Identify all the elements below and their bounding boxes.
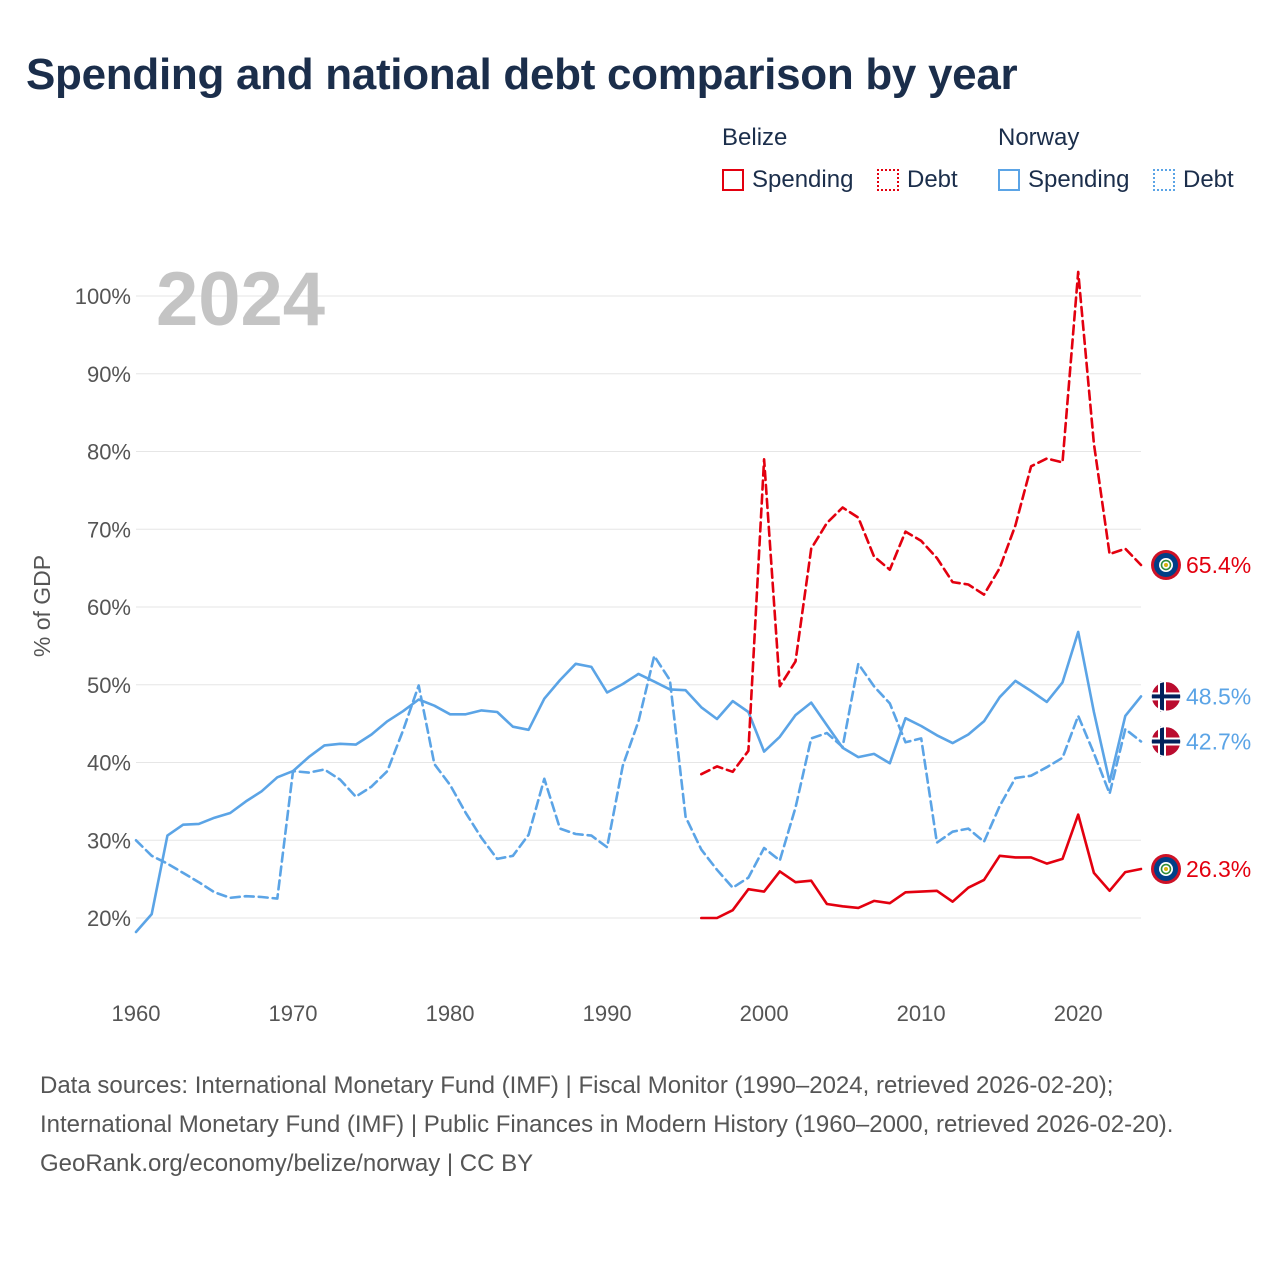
series-line-belize-spending — [699, 813, 1143, 920]
legend-item-norway-debt[interactable]: Debt — [1153, 166, 1234, 194]
flag-marker-norway-spending — [1150, 680, 1182, 713]
legend-group-belize: Belize — [722, 124, 788, 151]
x-tick-label: 1970 — [269, 1001, 318, 1026]
end-value-label-belize-debt: 65.4% — [1186, 552, 1251, 578]
data-sources: Data sources: International Monetary Fun… — [40, 1072, 1174, 1138]
end-markers: 42.7% 48.5% 65.4% 26.3% — [1150, 550, 1251, 885]
y-tick-label: 40% — [87, 751, 131, 776]
legend-item-belize-spending[interactable]: Spending — [722, 166, 853, 194]
y-tick-label: 60% — [87, 595, 131, 620]
x-axis-ticks: 1960 1970 1980 1990 2000 2010 2020 — [112, 1001, 1103, 1026]
legend-item-belize-debt[interactable]: Debt — [877, 166, 958, 194]
norway-flag-inner-v — [1160, 681, 1164, 712]
end-value-label-norway-spending: 48.5% — [1186, 683, 1251, 709]
norway-flag-inner-h — [1151, 739, 1181, 744]
y-tick-label: 70% — [87, 517, 131, 542]
flag-outline — [1150, 680, 1182, 713]
credit-line: GeoRank.org/economy/belize/norway | CC B… — [40, 1150, 534, 1177]
end-value-label-norway-debt: 42.7% — [1186, 729, 1251, 755]
x-tick-label: 2000 — [740, 1001, 789, 1026]
y-tick-label: 50% — [87, 673, 131, 698]
legend-swatch-belize-spending — [722, 169, 744, 191]
legend-item-norway-spending[interactable]: Spending — [998, 166, 1129, 194]
chart-title: Spending and national debt comparison by… — [26, 50, 1018, 99]
gridlines — [136, 295, 1141, 919]
legend-swatch-belize-debt — [877, 169, 899, 191]
y-tick-label: 30% — [87, 828, 131, 853]
flag-marker-norway-debt — [1150, 725, 1182, 758]
footer: Data sources: International Monetary Fun… — [40, 1066, 1240, 1183]
y-tick-label: 20% — [87, 906, 131, 931]
y-tick-label: 100% — [75, 284, 131, 309]
norway-flag-inner-h — [1151, 694, 1181, 699]
year-watermark: 2024 — [156, 257, 325, 342]
x-tick-label: 1980 — [426, 1001, 475, 1026]
legend-label-norway-spending: Spending — [1028, 166, 1130, 193]
end-value-label-belize-spending: 26.3% — [1186, 856, 1251, 882]
belize-flag-wreath — [1160, 863, 1172, 875]
y-tick-label: 80% — [87, 440, 131, 465]
series-line-norway-spending — [134, 630, 1143, 934]
series-line-norway-debt — [134, 654, 1143, 900]
legend-label-belize-debt: Debt — [907, 166, 958, 193]
x-tick-label: 1990 — [583, 1001, 632, 1026]
series-line-belize-debt — [699, 270, 1143, 776]
series-lines — [134, 270, 1143, 934]
flag-outline — [1150, 725, 1182, 758]
norway-flag-inner-v — [1160, 726, 1164, 757]
belize-flag-wreath — [1160, 559, 1172, 571]
legend-label-belize-spending: Spending — [752, 166, 854, 193]
belize-flag-crest — [1164, 867, 1168, 872]
y-axis-label: % of GDP — [29, 555, 55, 657]
belize-flag-crest — [1164, 563, 1168, 568]
y-axis-ticks: 20% 30% 40% 50% 60% 70% 80% 90% 100% — [75, 284, 131, 931]
legend-swatch-norway-spending — [998, 169, 1020, 191]
x-tick-label: 1960 — [112, 1001, 161, 1026]
x-tick-label: 2010 — [897, 1001, 946, 1026]
legend-group-norway: Norway — [998, 124, 1080, 151]
legend-label-norway-debt: Debt — [1183, 166, 1234, 193]
line-chart: 20% 30% 40% 50% 60% 70% 80% 90% 100% 1960 1970 198… — [29, 257, 1251, 1026]
legend-swatch-norway-debt — [1153, 169, 1175, 191]
y-tick-label: 90% — [87, 362, 131, 387]
x-tick-label: 2020 — [1054, 1001, 1103, 1026]
flag-marker-belize-spending — [1151, 854, 1181, 885]
flag-marker-belize-debt — [1151, 550, 1181, 581]
